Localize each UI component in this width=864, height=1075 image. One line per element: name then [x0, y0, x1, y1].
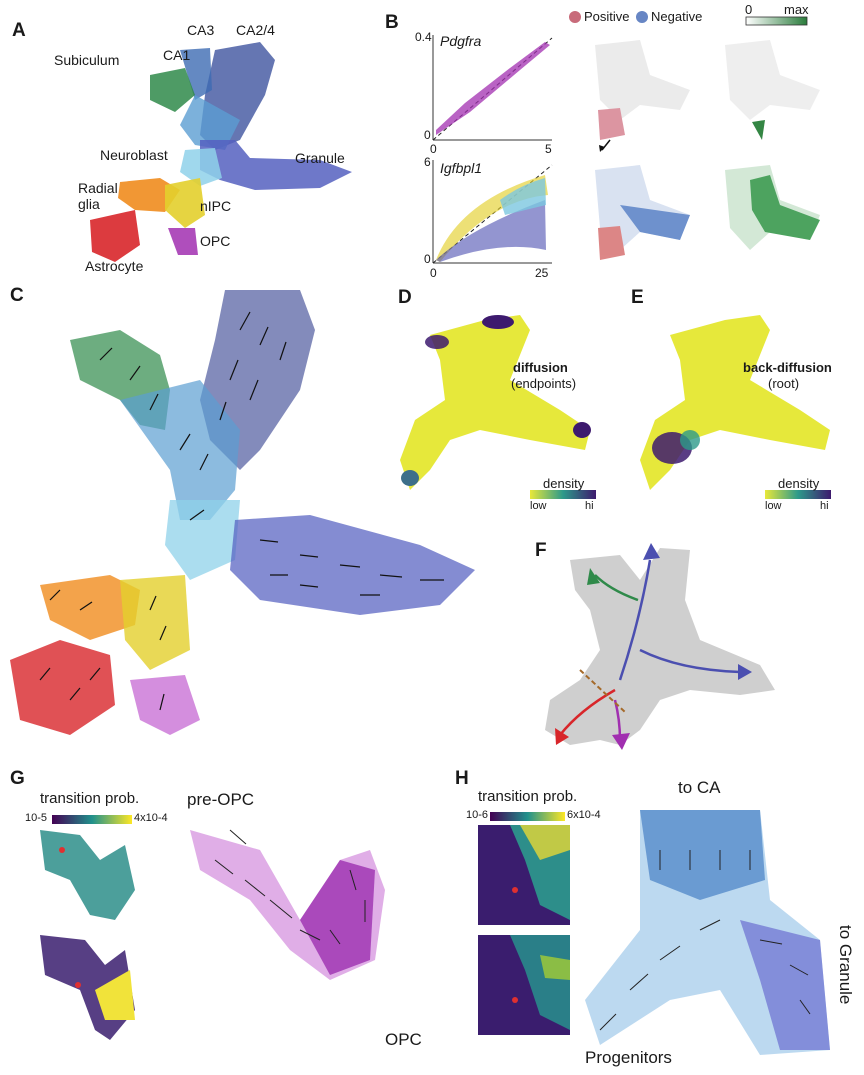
gene-name-igfbpl1: Igfbpl1	[440, 160, 483, 176]
x-tick-end-1: 5	[545, 142, 552, 156]
panel-d-letter: D	[398, 287, 412, 308]
gene-name-pdgfra: Pdgfra	[440, 33, 482, 49]
y-tick-zero-1: 0	[424, 128, 431, 142]
panel-d-title: diffusion	[513, 360, 568, 375]
legend-negative: Negative	[651, 9, 703, 24]
panel-e-cbar-title: density	[778, 476, 820, 491]
panel-h-cbar-high: 6x10-4	[567, 809, 601, 821]
velocity-arrows	[39, 311, 444, 711]
y-tick-top-1: 0.4	[415, 30, 432, 44]
label-neuroblast: Neuroblast	[100, 147, 168, 163]
label-to-ca: to CA	[678, 778, 721, 797]
panel-g-cbar-high: 4x10-4	[134, 812, 168, 824]
panel-h-cbar-low: 10-6	[466, 809, 489, 821]
label-ca3: CA3	[187, 22, 215, 38]
label-nipc: nIPC	[200, 198, 232, 214]
panel-d-cbar-low: low	[530, 500, 547, 512]
panel-e-title: back-diffusion	[743, 360, 832, 375]
panel-e-cbar-low: low	[765, 500, 782, 512]
label-to-granule: to Granule	[836, 925, 855, 1005]
label-granule: Granule	[295, 150, 345, 166]
legend-positive: Positive	[584, 9, 630, 24]
y-tick-top-2: 6	[424, 155, 431, 169]
scale-max: max	[784, 2, 809, 17]
panel-e-cbar-high: hi	[820, 500, 829, 512]
label-subiculum: Subiculum	[54, 52, 120, 68]
label-opc-g: OPC	[385, 1030, 422, 1049]
scale-min: 0	[745, 2, 753, 17]
panel-b-letter: B	[385, 12, 399, 33]
panel-e-subtitle: (root)	[768, 376, 800, 391]
panel-e-letter: E	[631, 287, 644, 308]
label-opc: OPC	[200, 233, 231, 249]
panel-g-cbar-title: transition prob.	[40, 790, 140, 807]
x-tick-end-2: 25	[535, 266, 549, 280]
label-radial-glia: Radial glia	[78, 180, 118, 212]
label-pre-opc: pre-OPC	[187, 790, 255, 809]
panel-f-letter: F	[535, 540, 547, 561]
label-ca2-4: CA2/4	[236, 22, 275, 38]
panel-a-letter: A	[12, 20, 26, 41]
x-tick-zero-1: 0	[430, 142, 437, 156]
panel-h-cbar-title: transition prob.	[478, 788, 578, 805]
panel-d-subtitle: (endpoints)	[511, 376, 577, 391]
label-progenitors: Progenitors	[585, 1048, 672, 1067]
panel-d-cbar-high: hi	[585, 500, 594, 512]
panel-g-letter: G	[10, 768, 25, 789]
y-tick-zero-2: 0	[424, 252, 431, 266]
panel-d-cbar-title: density	[543, 476, 585, 491]
label-astrocyte: Astrocyte	[85, 258, 144, 274]
panel-g-cbar-low: 10-5	[25, 812, 48, 824]
panel-h-letter: H	[455, 768, 469, 789]
x-tick-zero-2: 0	[430, 266, 437, 280]
panel-c-letter: C	[10, 285, 24, 306]
label-ca1: CA1	[163, 47, 191, 63]
